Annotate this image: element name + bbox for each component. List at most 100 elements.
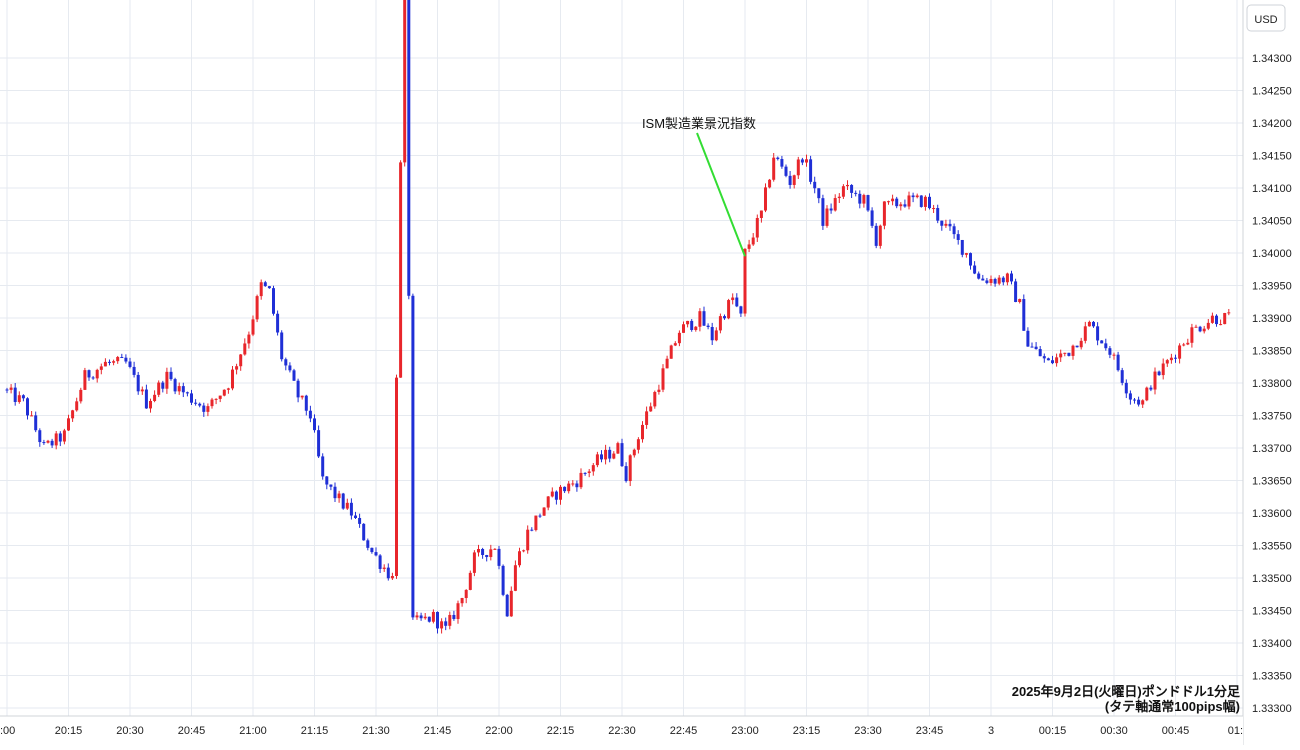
candle xyxy=(1104,338,1108,351)
candle xyxy=(444,617,448,631)
candle xyxy=(284,357,288,371)
candle-body xyxy=(58,433,62,442)
candle-body xyxy=(559,486,562,500)
candle-body xyxy=(263,282,267,287)
x-tick-label: 23:45 xyxy=(916,725,944,737)
candle-body xyxy=(1075,345,1079,348)
candle xyxy=(579,468,583,490)
candle xyxy=(513,560,517,592)
candle-body xyxy=(21,395,25,399)
candle-body xyxy=(604,449,608,460)
candle-body xyxy=(833,198,837,211)
candle xyxy=(727,298,731,320)
candle-body xyxy=(1038,349,1042,357)
x-tick-label: 23:00 xyxy=(731,725,759,737)
candle-body xyxy=(1137,399,1141,405)
candle xyxy=(399,160,403,378)
candle xyxy=(505,593,509,617)
candle-body xyxy=(534,515,538,531)
candle xyxy=(370,547,374,554)
candle xyxy=(419,612,423,621)
candle xyxy=(981,274,985,281)
candle xyxy=(292,368,296,381)
candle-body xyxy=(235,366,239,370)
candle-body xyxy=(915,195,919,198)
candle-body xyxy=(1087,321,1091,327)
candle xyxy=(764,183,767,213)
candle-body xyxy=(87,370,91,378)
candle-body xyxy=(858,193,862,204)
candle xyxy=(518,547,521,568)
candle xyxy=(5,387,9,394)
candle-body xyxy=(222,389,226,396)
candle xyxy=(1038,345,1042,357)
candle-body xyxy=(932,208,936,210)
candle xyxy=(481,547,485,559)
candle-body xyxy=(112,361,116,363)
candle-body xyxy=(882,201,886,226)
candle-body xyxy=(1227,312,1231,314)
candle xyxy=(1153,367,1157,395)
candle xyxy=(247,331,251,349)
candle xyxy=(874,223,878,249)
currency-badge[interactable] xyxy=(1246,4,1286,32)
candle-body xyxy=(1161,363,1165,376)
candle xyxy=(677,330,681,347)
candle-body xyxy=(1071,345,1075,356)
candle xyxy=(280,330,284,362)
candle xyxy=(612,451,616,460)
candle xyxy=(304,394,308,416)
candle-body xyxy=(337,493,341,499)
candle-body xyxy=(686,320,690,325)
candle-body xyxy=(878,225,882,246)
candle-body xyxy=(481,549,485,556)
candle xyxy=(300,395,304,400)
candle-body xyxy=(124,357,128,362)
candle xyxy=(1010,270,1013,285)
candle xyxy=(743,248,747,317)
candle xyxy=(903,199,907,208)
candle xyxy=(686,320,690,328)
candle-body xyxy=(731,297,735,301)
candle-body xyxy=(1079,340,1083,348)
candle xyxy=(190,389,193,406)
candle xyxy=(1079,337,1083,350)
candle xyxy=(411,293,415,620)
candle xyxy=(538,513,542,518)
candle-body xyxy=(694,326,698,330)
candle xyxy=(1165,358,1169,367)
candle-body xyxy=(374,552,378,556)
candle-body xyxy=(136,374,140,392)
candle xyxy=(341,492,345,510)
candle xyxy=(800,157,804,166)
candle-body xyxy=(862,195,866,204)
candle xyxy=(267,285,271,289)
candle-body xyxy=(485,555,489,558)
x-tick-label: 21:00 xyxy=(239,725,267,737)
candle-body xyxy=(1128,393,1132,400)
candle-body xyxy=(464,589,468,599)
candle xyxy=(140,386,144,395)
candle-body xyxy=(497,548,501,566)
candle-body xyxy=(1182,344,1186,346)
candle-body xyxy=(247,334,251,344)
candle xyxy=(157,380,161,398)
candle xyxy=(378,554,382,574)
candle-body xyxy=(362,523,366,541)
candle xyxy=(38,428,42,447)
candle-body xyxy=(509,590,513,617)
candle-body xyxy=(1046,358,1050,361)
candle xyxy=(30,411,34,417)
candle-body xyxy=(1210,315,1214,323)
candle xyxy=(567,481,571,494)
candle-body xyxy=(997,277,1001,284)
candle xyxy=(407,0,411,300)
candle xyxy=(423,612,427,620)
candle-body xyxy=(317,430,321,457)
candle-body xyxy=(887,201,890,203)
x-tick-label: 23:15 xyxy=(793,725,821,737)
candle-body xyxy=(907,195,911,207)
candle xyxy=(854,190,858,197)
candle xyxy=(1018,298,1022,304)
